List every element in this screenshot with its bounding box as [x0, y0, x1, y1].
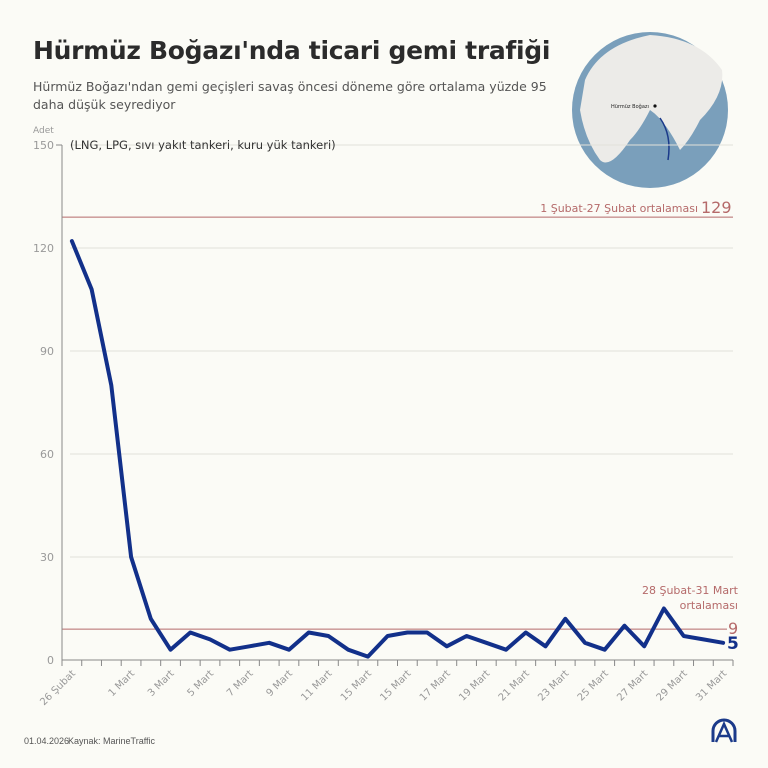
x-tick-label: 31 Mart	[694, 668, 729, 703]
reference-label-war-2: ortalaması	[680, 599, 738, 612]
x-tick-label: 15 Mart	[339, 668, 374, 703]
y-tick-label: 90	[40, 345, 54, 358]
x-tick-label: 27 Mart	[615, 668, 650, 703]
reference-label-war: 28 Şubat-31 Mart	[642, 584, 739, 597]
subtitle: Hürmüz Boğazı'ndan gemi geçişleri savaş …	[33, 79, 547, 112]
x-tick-label: 19 Mart	[457, 668, 492, 703]
x-tick-label: 21 Mart	[497, 668, 532, 703]
map-label: Hürmüz Boğazı	[611, 103, 649, 110]
footer-source: Kaynak: MarineTraffic	[68, 736, 156, 746]
series-line	[69, 239, 726, 659]
x-tick-label: 9 Mart	[264, 668, 295, 699]
x-tick-label: 5 Mart	[185, 668, 216, 699]
x-tick-label: 11 Mart	[299, 668, 334, 703]
y-axis-label: Adet	[33, 126, 54, 136]
last-value-label: 5	[727, 634, 739, 654]
y-tick-label: 150	[33, 139, 54, 152]
x-tick-label: 3 Mart	[146, 668, 177, 699]
y-tick-label: 0	[47, 654, 54, 667]
x-tick-label: 1 Mart	[107, 668, 138, 699]
y-tick-label: 120	[33, 242, 54, 255]
reference-value-prewar: 129	[701, 198, 732, 217]
x-tick-label: 26 Şubat	[38, 668, 78, 708]
x-tick-label: 7 Mart	[225, 668, 256, 699]
page-title: Hürmüz Boğazı'nda ticari gemi trafiği	[33, 36, 551, 65]
globe-map-icon: Hürmüz Boğazı	[572, 32, 728, 188]
x-tick-label: 17 Mart	[418, 668, 453, 703]
y-tick-label: 60	[40, 448, 54, 461]
chart-note: (LNG, LPG, sıvı yakıt tankeri, kuru yük …	[70, 138, 336, 152]
x-tick-label: 23 Mart	[536, 668, 571, 703]
reference-value-war: 9	[728, 619, 738, 638]
y-tick-label: 30	[40, 551, 54, 564]
x-tick-label: 29 Mart	[655, 668, 690, 703]
x-tick-label: 15 Mart	[378, 668, 413, 703]
reference-label-prewar: 1 Şubat-27 Şubat ortalaması	[540, 202, 698, 215]
footer-date: 01.04.2026	[24, 736, 70, 746]
x-tick-label: 25 Mart	[576, 668, 611, 703]
